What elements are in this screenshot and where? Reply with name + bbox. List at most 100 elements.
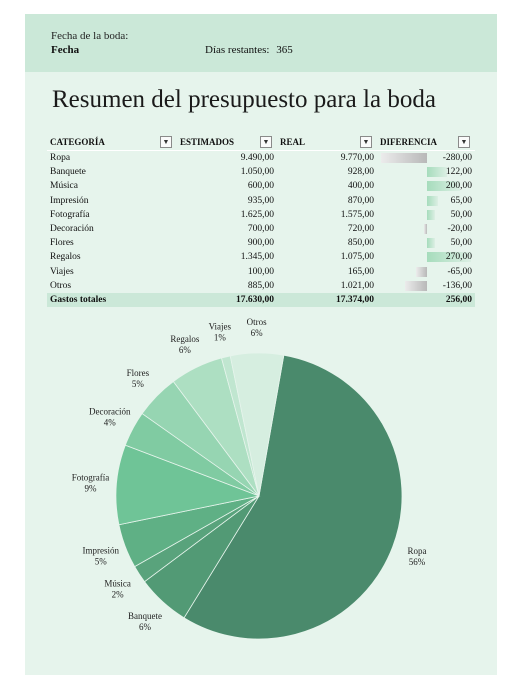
- cell-estimated[interactable]: 900,00: [247, 238, 274, 249]
- table-row: Fotografía 1.625,00 1.575,00 50,00: [47, 208, 475, 222]
- cell-category[interactable]: Regalos: [50, 252, 81, 263]
- pie-slice-ropa[interactable]: [183, 354, 403, 640]
- days-remaining-label: Días restantes:: [205, 44, 270, 56]
- cell-category[interactable]: Impresión: [50, 195, 89, 206]
- filter-dropdown-icon[interactable]: ▼: [260, 136, 272, 148]
- total-difference: 256,00: [377, 292, 475, 308]
- table-row: Regalos 1.345,00 1.075,00 270,00: [47, 250, 475, 264]
- cell-category[interactable]: Flores: [50, 238, 74, 249]
- pie-slice-otros[interactable]: [229, 352, 285, 497]
- pie-label-percent: 56%: [409, 557, 426, 567]
- cell-actual[interactable]: 1.021,00: [340, 280, 374, 291]
- cell-difference[interactable]: 200,00: [377, 179, 475, 193]
- cell-actual[interactable]: 870,00: [347, 195, 374, 206]
- total-label: Gastos totales: [47, 292, 177, 308]
- difference-value: -280,00: [442, 153, 472, 164]
- cell-difference[interactable]: 270,00: [377, 250, 475, 264]
- difference-value: -65,00: [447, 266, 472, 277]
- pie-label-percent: 2%: [112, 590, 125, 600]
- difference-data-bar: [416, 266, 427, 277]
- page-title: Resumen del presupuesto para la boda: [52, 86, 436, 113]
- cell-actual[interactable]: 720,00: [347, 224, 374, 235]
- difference-data-bar: [427, 252, 472, 263]
- total-estimated: 17.630,00: [177, 292, 277, 308]
- cell-actual[interactable]: 1.575,00: [340, 209, 374, 220]
- pie-label-percent: 6%: [139, 622, 152, 632]
- total-row: Gastos totales 17.630,00 17.374,00 256,00: [47, 292, 475, 308]
- cell-category[interactable]: Otros: [50, 280, 72, 291]
- budget-sheet: Fecha de la boda: Fecha Días restantes: …: [25, 14, 497, 675]
- filter-dropdown-icon[interactable]: ▼: [458, 136, 470, 148]
- difference-data-bar: [427, 167, 448, 178]
- cell-estimated[interactable]: 100,00: [247, 266, 274, 277]
- pie-label-name: Viajes: [209, 322, 232, 332]
- pie-label-name: Ropa: [407, 546, 426, 556]
- cell-difference[interactable]: -280,00: [377, 151, 475, 166]
- cell-estimated[interactable]: 935,00: [247, 195, 274, 206]
- table-row: Banquete 1.050,00 928,00 122,00: [47, 165, 475, 179]
- pie-label-percent: 4%: [104, 418, 117, 428]
- cell-actual[interactable]: 400,00: [347, 181, 374, 192]
- difference-data-bar: [404, 280, 427, 291]
- cell-difference[interactable]: 65,00: [377, 194, 475, 208]
- cell-estimated[interactable]: 9.490,00: [240, 153, 274, 164]
- cell-estimated[interactable]: 1.625,00: [240, 209, 274, 220]
- difference-value: 65,00: [450, 195, 472, 206]
- days-remaining-value: 365: [276, 44, 293, 56]
- pie-label-percent: 6%: [251, 328, 263, 338]
- pie-label-name: Banquete: [128, 611, 162, 621]
- difference-value: 122,00: [445, 167, 472, 178]
- cell-actual[interactable]: 9.770,00: [340, 153, 374, 164]
- column-header-estimated: ESTIMADOS ▼: [177, 134, 277, 151]
- cell-category[interactable]: Decoración: [50, 224, 94, 235]
- pie-label-percent: 6%: [179, 345, 192, 355]
- difference-data-bar: [427, 195, 438, 206]
- table-row: Viajes 100,00 165,00 -65,00: [47, 265, 475, 279]
- table-row: Otros 885,00 1.021,00 -136,00: [47, 279, 475, 293]
- difference-data-bar: [427, 238, 436, 249]
- cell-estimated[interactable]: 885,00: [247, 280, 274, 291]
- cell-difference[interactable]: -20,00: [377, 222, 475, 236]
- cell-difference[interactable]: -136,00: [377, 279, 475, 293]
- pie-label-percent: 1%: [214, 333, 227, 343]
- pie-label-percent: 5%: [132, 379, 145, 389]
- cell-category[interactable]: Ropa: [50, 153, 71, 164]
- budget-pie-chart: Ropa56%Banquete6%Música2%Impresión5%Foto…: [72, 317, 426, 640]
- cell-actual[interactable]: 928,00: [347, 167, 374, 178]
- cell-actual[interactable]: 165,00: [347, 266, 374, 277]
- cell-category[interactable]: Banquete: [50, 167, 86, 178]
- wedding-date-value[interactable]: Fecha: [51, 44, 80, 56]
- table-row: Ropa 9.490,00 9.770,00 -280,00: [47, 151, 475, 166]
- difference-value: 50,00: [450, 209, 472, 220]
- cell-estimated[interactable]: 1.345,00: [240, 252, 274, 263]
- pie-slice-fotografía[interactable]: [115, 444, 261, 526]
- difference-data-bar: [381, 153, 427, 163]
- difference-data-bar: [427, 209, 436, 220]
- pie-label-name: Decoración: [89, 407, 131, 417]
- total-actual: 17.374,00: [277, 292, 377, 308]
- cell-estimated[interactable]: 700,00: [247, 224, 274, 235]
- cell-actual[interactable]: 1.075,00: [340, 252, 374, 263]
- cell-estimated[interactable]: 600,00: [247, 181, 274, 192]
- cell-category[interactable]: Música: [50, 181, 78, 192]
- pie-label-name: Regalos: [170, 334, 199, 344]
- cell-actual[interactable]: 850,00: [347, 238, 374, 249]
- pie-label-name: Otros: [247, 317, 267, 327]
- filter-dropdown-icon[interactable]: ▼: [360, 136, 372, 148]
- cell-difference[interactable]: 50,00: [377, 208, 475, 222]
- filter-dropdown-icon[interactable]: ▼: [160, 136, 172, 148]
- difference-value: 50,00: [450, 238, 472, 249]
- table-row: Impresión 935,00 870,00 65,00: [47, 194, 475, 208]
- column-header-category: CATEGORÍA ▼: [47, 134, 177, 151]
- cell-difference[interactable]: 122,00: [377, 165, 475, 179]
- cell-difference[interactable]: -65,00: [377, 265, 475, 279]
- difference-value: 270,00: [445, 252, 472, 263]
- budget-table: CATEGORÍA ▼ ESTIMADOS ▼ REAL ▼ DIFERENCIA ▼ …: [47, 134, 475, 308]
- header-band: Fecha de la boda: Fecha Días restantes: …: [25, 14, 497, 72]
- pie-label-percent: 5%: [95, 556, 108, 566]
- cell-category[interactable]: Viajes: [50, 266, 74, 277]
- cell-difference[interactable]: 50,00: [377, 236, 475, 250]
- cell-estimated[interactable]: 1.050,00: [240, 167, 274, 178]
- cell-category[interactable]: Fotografía: [50, 209, 90, 220]
- difference-value: 200,00: [445, 181, 472, 192]
